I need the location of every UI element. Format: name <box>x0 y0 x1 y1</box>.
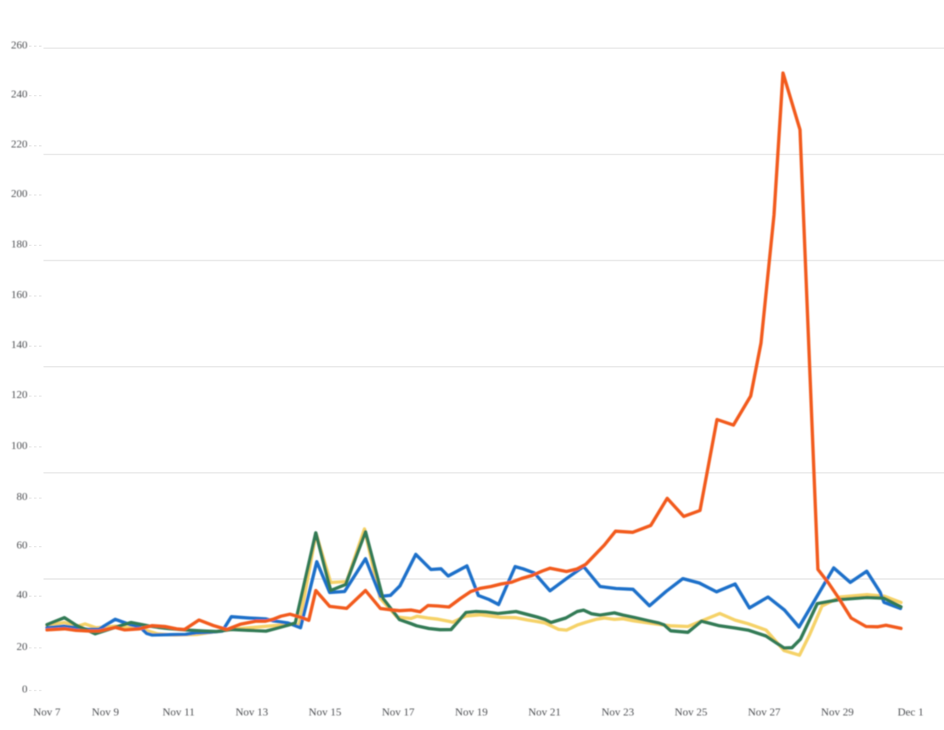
svg-text:200: 200 <box>11 188 28 200</box>
svg-text:240: 240 <box>11 89 28 101</box>
svg-text:80: 80 <box>17 491 29 503</box>
svg-text:Nov 19: Nov 19 <box>455 707 488 719</box>
svg-text:Nov 11: Nov 11 <box>162 707 194 719</box>
svg-text:160: 160 <box>11 289 28 301</box>
svg-text:Nov 17: Nov 17 <box>382 707 415 719</box>
svg-text:220: 220 <box>11 139 28 151</box>
svg-text:Dec 1: Dec 1 <box>898 707 924 719</box>
svg-text:Nov 21: Nov 21 <box>528 707 561 719</box>
svg-text:120: 120 <box>11 389 28 401</box>
svg-text:260: 260 <box>11 39 28 51</box>
svg-text:180: 180 <box>11 238 28 250</box>
svg-text:Nov 13: Nov 13 <box>235 707 268 719</box>
svg-text:100: 100 <box>11 440 28 452</box>
svg-text:60: 60 <box>17 540 29 552</box>
svg-text:0: 0 <box>22 683 28 695</box>
svg-text:Nov 9: Nov 9 <box>92 707 120 719</box>
svg-text:Nov 23: Nov 23 <box>601 707 634 719</box>
svg-text:Nov 7: Nov 7 <box>33 707 61 719</box>
svg-text:Nov 27: Nov 27 <box>748 707 781 719</box>
svg-text:20: 20 <box>17 641 29 653</box>
svg-text:40: 40 <box>17 589 29 601</box>
svg-text:Nov 15: Nov 15 <box>309 707 342 719</box>
svg-text:Nov 25: Nov 25 <box>675 707 708 719</box>
svg-text:Nov 29: Nov 29 <box>821 707 854 719</box>
svg-text:140: 140 <box>11 339 28 351</box>
